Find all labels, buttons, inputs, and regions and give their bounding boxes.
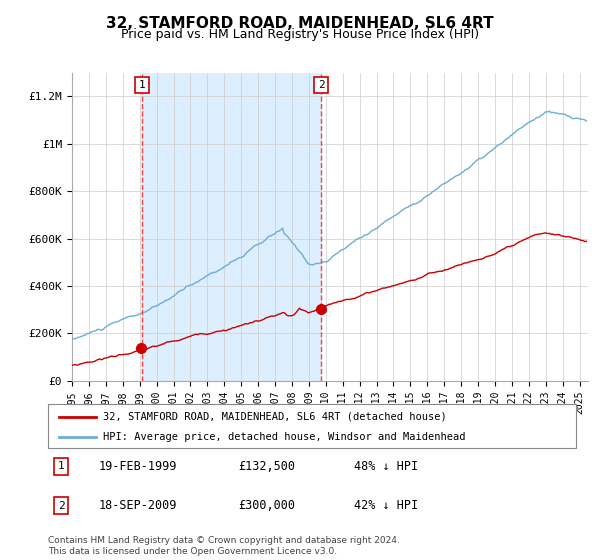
Text: £132,500: £132,500 bbox=[238, 460, 295, 473]
Bar bbox=[142, 73, 321, 381]
Text: 19-FEB-1999: 19-FEB-1999 bbox=[98, 460, 176, 473]
Text: 32, STAMFORD ROAD, MAIDENHEAD, SL6 4RT: 32, STAMFORD ROAD, MAIDENHEAD, SL6 4RT bbox=[106, 16, 494, 31]
Text: 32, STAMFORD ROAD, MAIDENHEAD, SL6 4RT (detached house): 32, STAMFORD ROAD, MAIDENHEAD, SL6 4RT (… bbox=[103, 412, 447, 422]
Text: 48% ↓ HPI: 48% ↓ HPI bbox=[354, 460, 418, 473]
Text: 2: 2 bbox=[317, 80, 325, 90]
Text: HPI: Average price, detached house, Windsor and Maidenhead: HPI: Average price, detached house, Wind… bbox=[103, 432, 466, 442]
Text: 18-SEP-2009: 18-SEP-2009 bbox=[98, 499, 176, 512]
Text: Price paid vs. HM Land Registry's House Price Index (HPI): Price paid vs. HM Land Registry's House … bbox=[121, 28, 479, 41]
FancyBboxPatch shape bbox=[48, 404, 576, 448]
Text: 1: 1 bbox=[139, 80, 145, 90]
Text: Contains HM Land Registry data © Crown copyright and database right 2024.
This d: Contains HM Land Registry data © Crown c… bbox=[48, 536, 400, 556]
Text: 42% ↓ HPI: 42% ↓ HPI bbox=[354, 499, 418, 512]
Text: 2: 2 bbox=[58, 501, 65, 511]
Text: £300,000: £300,000 bbox=[238, 499, 295, 512]
Text: 1: 1 bbox=[58, 461, 65, 472]
